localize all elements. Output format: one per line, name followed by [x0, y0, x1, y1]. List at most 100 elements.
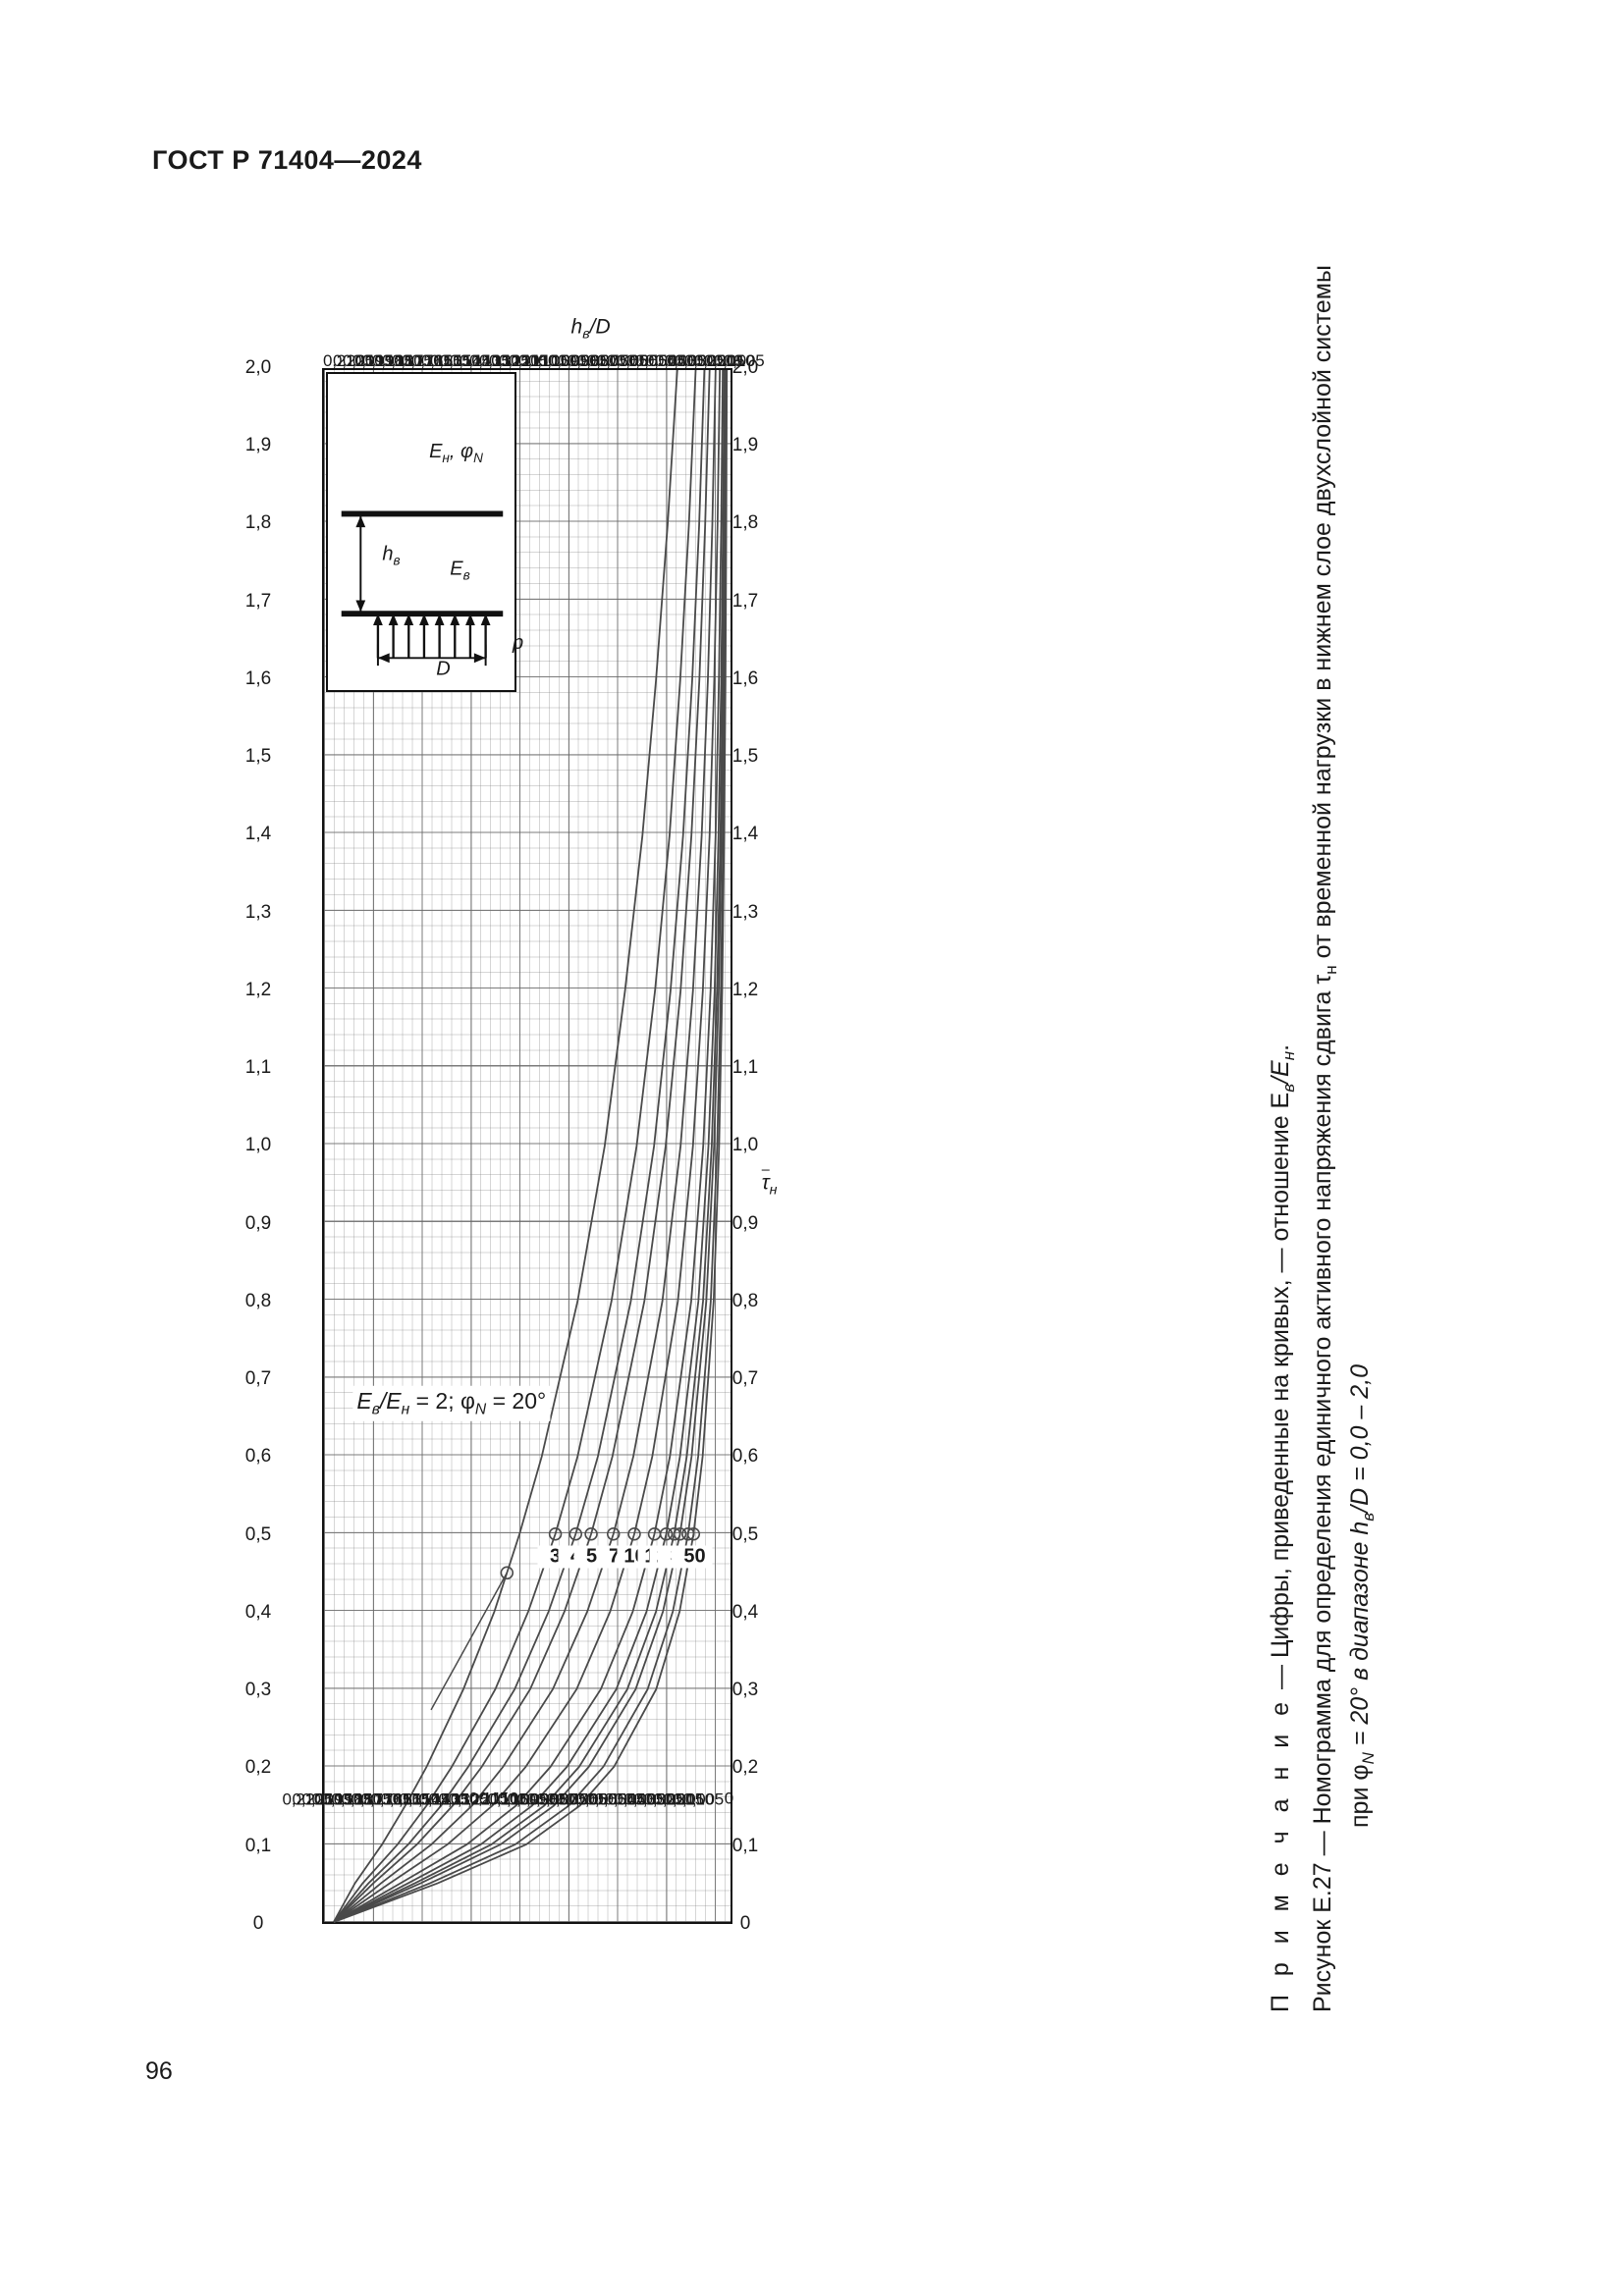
x-tick-label: 1,5 — [244, 746, 272, 768]
curve-marker-2 — [501, 1567, 513, 1578]
x-tick-label: 1,5 — [731, 746, 759, 768]
curve-3 — [334, 370, 696, 1922]
curve-marker-30 — [675, 1528, 686, 1540]
figure-phi-text: при φ — [1346, 1764, 1374, 1828]
y-axis-title: τн — [761, 1169, 777, 1199]
x-tick-label: 1,9 — [731, 435, 759, 456]
curve-10 — [334, 370, 720, 1922]
x-tick-label: 1,6 — [731, 668, 759, 689]
figure-range-text: = 20° в диапазоне h — [1346, 1521, 1374, 1753]
curves-layer — [324, 370, 731, 1922]
curve-marker-7 — [608, 1528, 620, 1540]
curve-30 — [334, 370, 726, 1922]
y-tick-label: 0,005 — [724, 351, 765, 370]
x-tick-label: 1,0 — [731, 1135, 759, 1156]
note-body: — Цифры, приведенные на кривых, — отноше… — [1267, 1092, 1294, 1696]
x-tick-label: 1,4 — [731, 824, 759, 845]
note-sub-lower: н — [1279, 1050, 1298, 1061]
note-sub-upper: в — [1279, 1083, 1298, 1093]
curve-label-50: 50 — [677, 1545, 713, 1569]
x-tick-label: 0,8 — [244, 1291, 272, 1311]
curve-5 — [334, 370, 710, 1922]
inset-phi-text: , φN — [449, 441, 483, 466]
curve-50 — [334, 370, 727, 1922]
y-tick-label: 0 — [724, 1789, 733, 1808]
x-tick-label: 0,4 — [244, 1602, 272, 1623]
x-tick-label: 1,0 — [244, 1135, 272, 1156]
figure-tau-sub: н — [1322, 965, 1340, 975]
plot-area — [322, 368, 732, 1924]
x-tick-label: 1,4 — [244, 824, 272, 845]
note-period: . — [1267, 1043, 1294, 1051]
figure-text-b: от временной нагрузки в нижнем слое двух… — [1309, 265, 1336, 966]
y-tick-label: 0 — [733, 351, 743, 370]
inset-eu-text: Eв — [450, 558, 470, 583]
x-title-h: hв — [570, 315, 590, 343]
curve-2 — [334, 370, 677, 1922]
figure-h-sub: в — [1359, 1512, 1378, 1522]
x-tick-label: 1,3 — [244, 901, 272, 923]
x-tick-label: 0,2 — [244, 1757, 272, 1779]
annotation-leader-line — [431, 1573, 507, 1710]
curve-marker-10 — [628, 1528, 640, 1540]
inset-label-diameter: D — [436, 658, 450, 680]
series-annotation: Eв/Eн = 2; φN = 20° — [352, 1385, 551, 1421]
x-tick-label: 0,7 — [731, 1368, 759, 1390]
x-tick-label: 0 — [252, 1913, 264, 1934]
inset-label-upper-modulus: Eв — [450, 558, 469, 582]
x-tick-label: 1,8 — [731, 512, 759, 534]
note-prefix: П р и м е ч а н и е — [1267, 1695, 1294, 2012]
annot-eq: = 2; φN = 20° — [409, 1387, 547, 1418]
curve-marker-3 — [550, 1528, 562, 1540]
x-tick-label: 0,7 — [244, 1368, 272, 1390]
page-number: 96 — [145, 2057, 173, 2085]
x-axis-title: hв/D — [571, 315, 611, 342]
x-tick-label: 0,3 — [731, 1680, 759, 1701]
x-tick-label: 1,7 — [731, 590, 759, 612]
x-tick-label: 0,5 — [731, 1523, 759, 1545]
nomogram-chart: 0 0,1 0,2 0,3 0,4 0,5 0,6 0,7 0,8 0,9 1,0 1,1 1,2 1,3… — [245, 236, 778, 1934]
curve-marker-5 — [585, 1528, 597, 1540]
curve-4 — [334, 370, 705, 1922]
figure-phi-sub: N — [1359, 1752, 1378, 1765]
x-tick-label: 1,6 — [244, 668, 272, 689]
x-tick-label: 0,4 — [731, 1602, 759, 1623]
curve-20 — [334, 370, 725, 1922]
inset-h-text: hв — [382, 543, 401, 568]
x-tick-label: 0,6 — [731, 1446, 759, 1468]
figure-caption-line-2: при φN = 20° в диапазоне hв/D = 0,0 – 2,… — [1346, 1364, 1379, 1828]
x-tick-label: 0,8 — [731, 1291, 759, 1311]
curve-15 — [334, 370, 723, 1922]
x-tick-label: 1,3 — [731, 901, 759, 923]
figure-note: П р и м е ч а н и е — Цифры, приведенные… — [1267, 1044, 1299, 2012]
x-tick-label: 0 — [739, 1913, 751, 1934]
x-tick-label: 1,1 — [731, 1057, 759, 1079]
x-tick-label: 0,2 — [731, 1757, 759, 1779]
y-title-tau: τ — [761, 1169, 770, 1195]
annot-e-upper: Eв — [356, 1387, 380, 1418]
y-tick-label: 0,005 — [682, 1789, 725, 1808]
curve-25 — [334, 370, 726, 1922]
figure-number: Рисунок Е.27 — [1309, 1862, 1336, 2012]
x-tick-label: 0,5 — [244, 1523, 272, 1545]
x-tick-label: 0,9 — [244, 1212, 272, 1234]
annot-slash: /Eн — [379, 1387, 410, 1418]
curve-marker-4 — [569, 1528, 581, 1540]
inset-diagram: p D hв Eв Eн, φN — [326, 372, 523, 692]
x-tick-label: 1,7 — [244, 590, 272, 612]
x-tick-label: 0,9 — [731, 1212, 759, 1234]
x-tick-label: 0,6 — [244, 1446, 272, 1468]
figure-caption-line-1: Рисунок Е.27 — Номограмма для определени… — [1309, 265, 1341, 2012]
x-tick-label: 1,9 — [244, 435, 272, 456]
x-tick-label: 1,1 — [244, 1057, 272, 1079]
curve-marker-20 — [661, 1528, 673, 1540]
x-tick-label: 0,3 — [244, 1680, 272, 1701]
curve-marker-50 — [687, 1528, 699, 1540]
inset-d-text: D — [436, 658, 451, 680]
x-tick-label: 2,0 — [244, 357, 272, 378]
x-title-rest: /D — [589, 315, 611, 339]
figure-range-end: /D = 0,0 – 2,0 — [1346, 1364, 1374, 1513]
x-tick-label: 1,8 — [244, 512, 272, 534]
note-slash: /E — [1267, 1060, 1294, 1084]
